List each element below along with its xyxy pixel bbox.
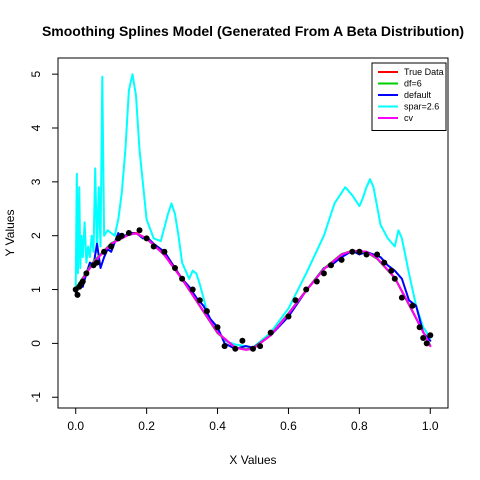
data-point: [94, 259, 100, 266]
data-point: [143, 235, 150, 242]
legend-label: df=6: [404, 79, 422, 89]
data-point: [118, 232, 125, 239]
data-point: [303, 286, 310, 293]
data-point: [74, 291, 81, 298]
data-point: [179, 275, 186, 282]
series-line-df-6: [74, 232, 432, 351]
data-point: [172, 265, 178, 271]
x-tick-label: 0.2: [138, 419, 155, 433]
data-point: [292, 297, 299, 304]
y-tick-label: -1: [29, 392, 43, 403]
data-point: [150, 243, 157, 250]
x-tick-label: 0.0: [67, 419, 84, 433]
y-tick-label: 1: [29, 286, 43, 293]
series-line-cv: [74, 232, 432, 351]
data-point: [356, 248, 363, 255]
data-point: [267, 329, 274, 336]
y-tick-label: 4: [29, 124, 43, 131]
data-point: [189, 286, 196, 293]
data-point: [250, 345, 256, 352]
x-tick-label: 1.0: [422, 419, 439, 433]
x-tick-label: 0.6: [280, 419, 297, 433]
x-axis-label: X Values: [229, 453, 276, 467]
data-point: [313, 278, 320, 285]
data-point: [374, 251, 381, 258]
data-point: [232, 345, 239, 352]
series-line-default: [74, 232, 432, 350]
data-point: [363, 251, 370, 258]
x-tick-label: 0.4: [209, 419, 226, 433]
data-point: [388, 267, 395, 274]
data-point: [423, 340, 430, 347]
data-point: [398, 294, 405, 301]
data-point: [221, 343, 228, 350]
data-point: [427, 332, 434, 339]
legend-label: True Data: [404, 67, 444, 77]
data-point: [214, 324, 221, 331]
axes-layer: 0.0 0.2 0.4 0.6 0.8 1.0 -1 0 1 2 3 4 5: [29, 70, 439, 433]
data-point: [328, 262, 334, 269]
data-point: [420, 335, 427, 341]
legend-box: [371, 62, 447, 131]
data-point: [381, 259, 388, 266]
series-line-spar-2-6: [74, 73, 432, 349]
data-point: [196, 297, 203, 304]
data-point: [161, 248, 168, 255]
y-tick-label: 5: [29, 70, 43, 77]
chart-title: Smoothing Splines Model (Generated From …: [42, 23, 464, 39]
points-layer: [72, 227, 434, 352]
data-point: [416, 324, 423, 331]
data-point: [136, 227, 143, 234]
data-point: [320, 270, 327, 277]
data-point: [391, 275, 398, 282]
data-point: [203, 308, 210, 315]
y-axis-label: Y Values: [3, 210, 17, 257]
series-line-true-data: [74, 232, 432, 351]
legend-label: default: [404, 90, 432, 100]
data-point: [338, 256, 345, 263]
y-tick-label: 3: [29, 178, 43, 185]
y-tick-label: 2: [29, 232, 43, 239]
data-point: [257, 343, 264, 350]
legend-label: spar=2.6: [404, 102, 439, 112]
data-point: [349, 248, 356, 255]
data-point: [285, 313, 292, 320]
legend-label: cv: [404, 113, 414, 123]
data-point: [108, 243, 115, 250]
data-point: [239, 337, 246, 344]
y-tick-label: 0: [29, 340, 43, 347]
x-tick-label: 0.8: [351, 419, 368, 433]
data-point: [125, 230, 132, 236]
data-point: [409, 302, 416, 309]
data-point: [83, 270, 90, 277]
data-point: [101, 248, 108, 255]
data-point: [79, 278, 86, 285]
